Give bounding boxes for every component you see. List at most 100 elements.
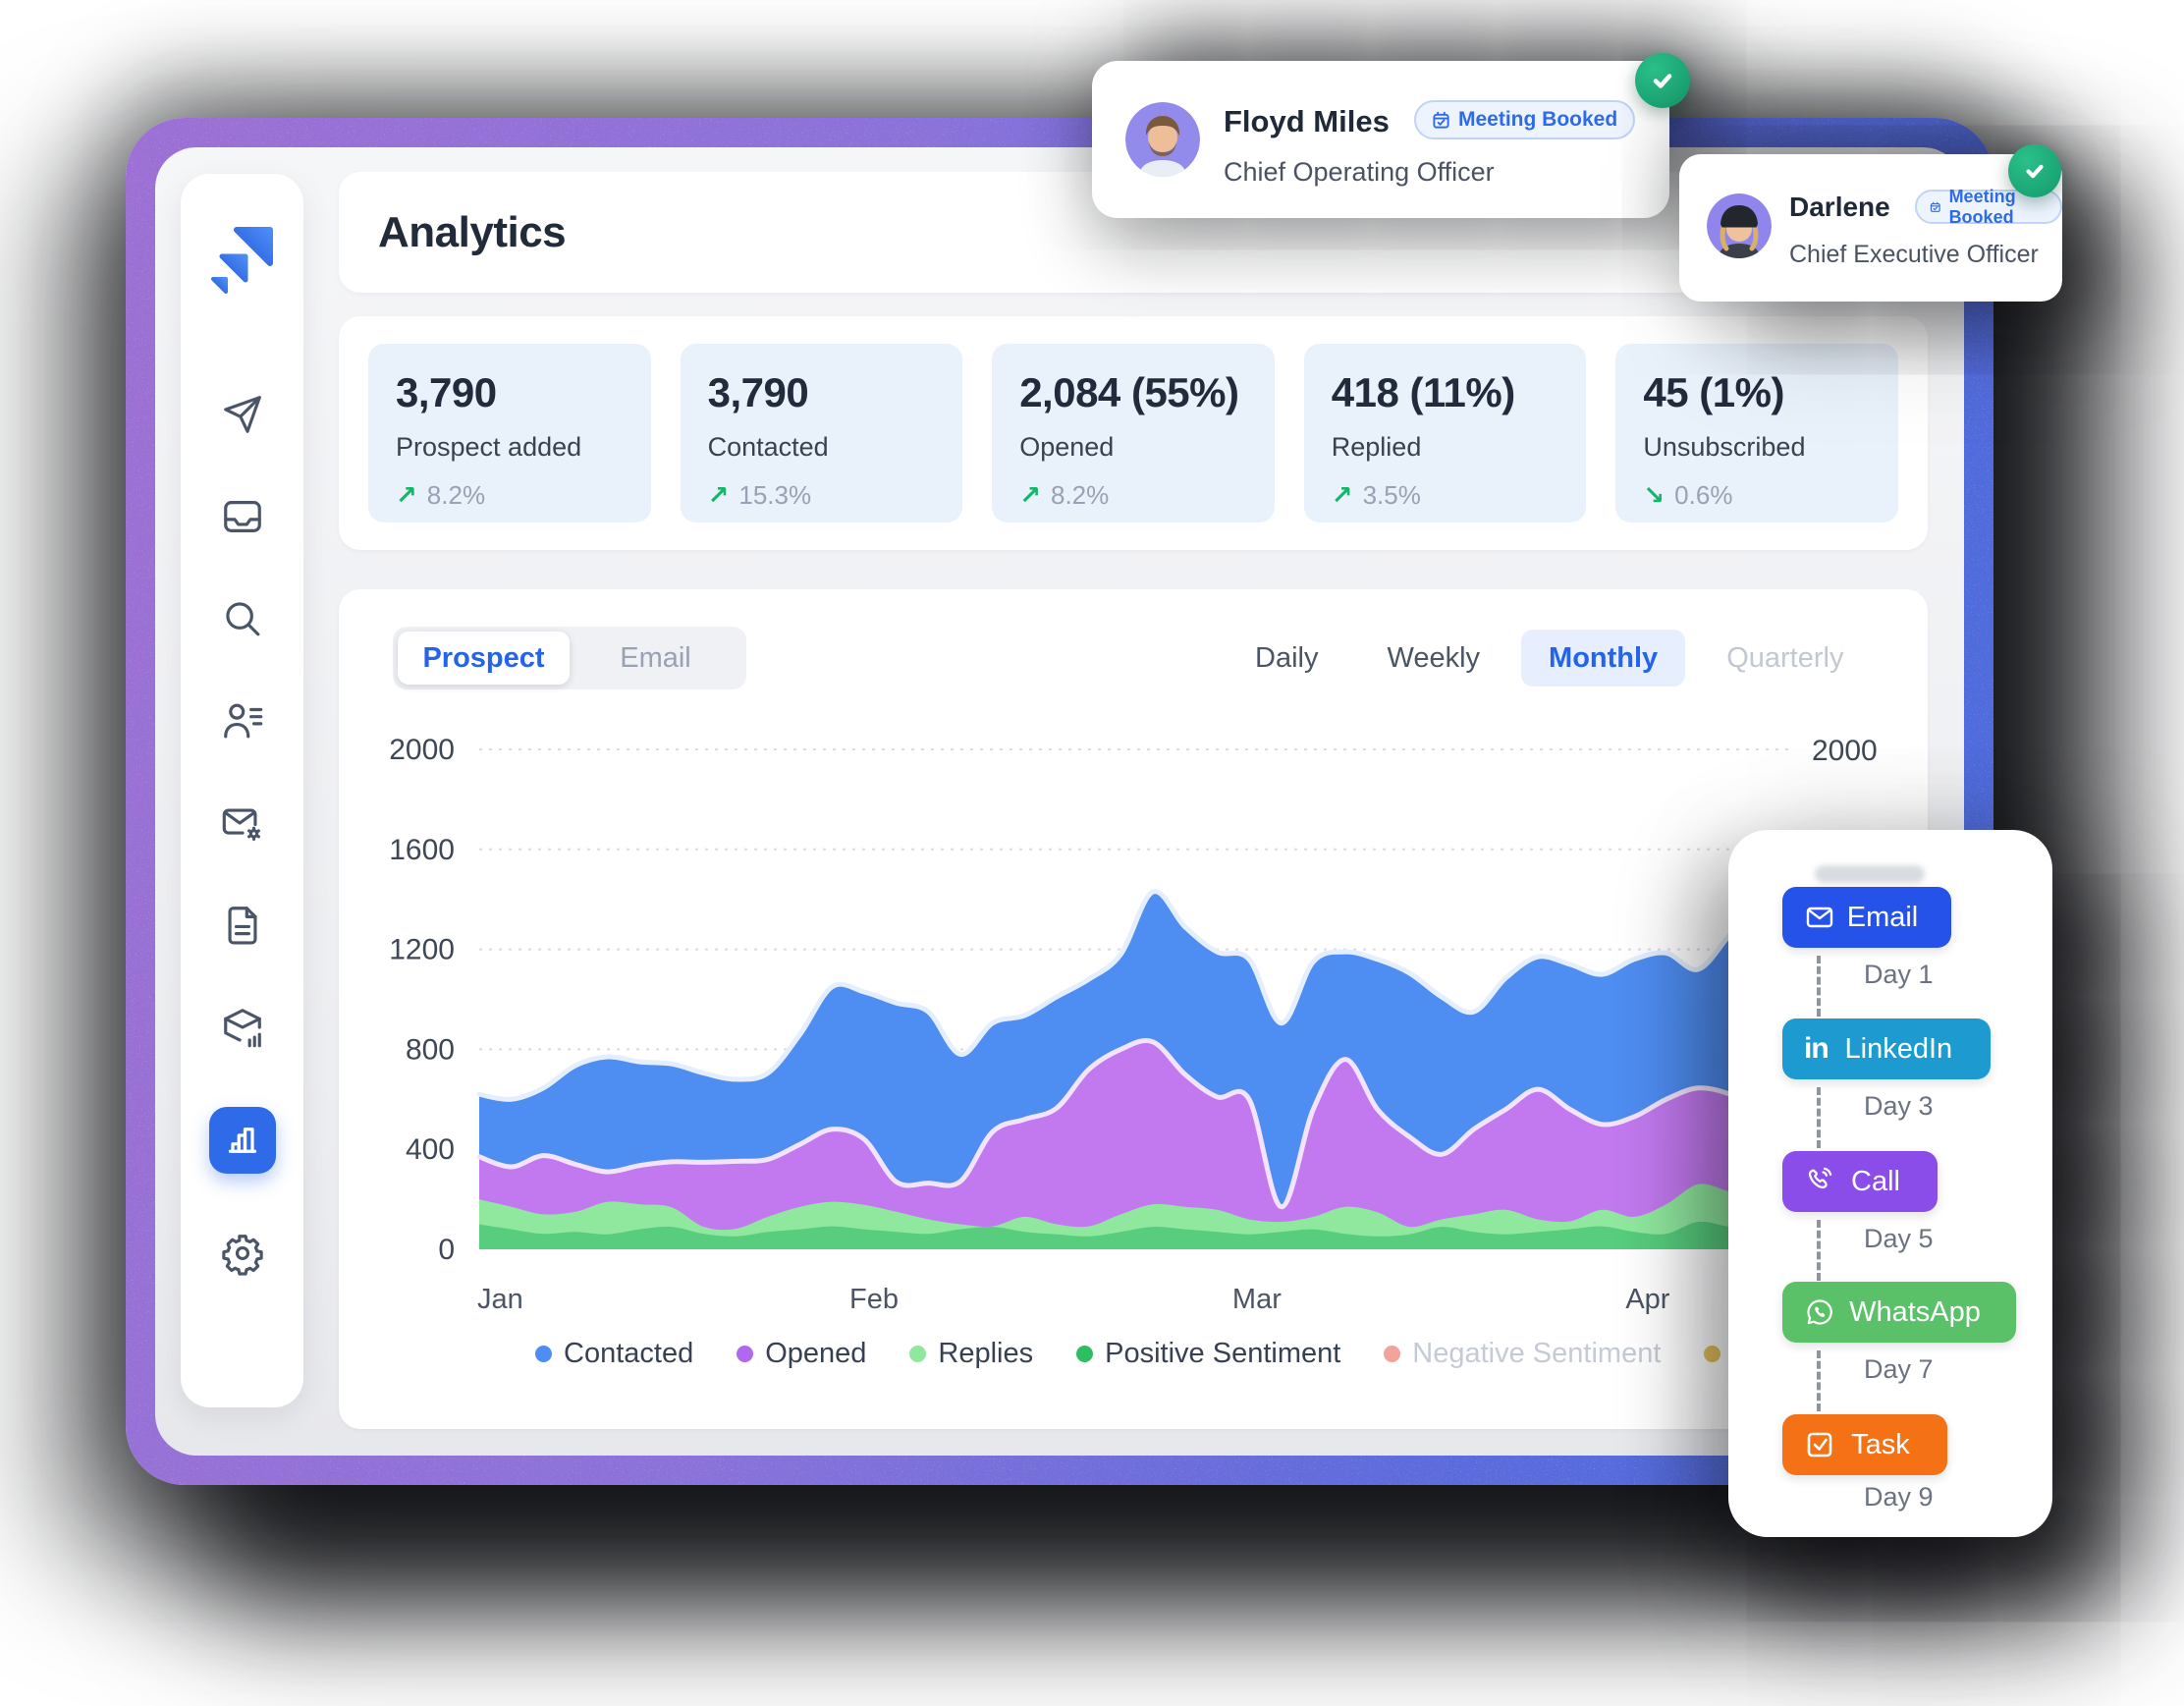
svg-text:400: 400 (406, 1133, 455, 1166)
chart-legend: Contacted Opened Replies Positive Sentim… (535, 1338, 1890, 1370)
document-icon (227, 907, 257, 945)
stat-delta: ↗ 15.3% (707, 480, 812, 511)
notification-card-floyd: Floyd Miles Meeting Booked Chief Operati… (1092, 53, 1690, 218)
step-day-label: Day 7 (1864, 1354, 1934, 1384)
app-logo[interactable] (207, 223, 278, 294)
legend-dot (535, 1346, 552, 1362)
step-call-button[interactable]: Call (1782, 1151, 1938, 1212)
tab-monthly[interactable]: Monthly (1521, 630, 1686, 687)
stat-value: 2,084 (55%) (1019, 369, 1239, 415)
stat-card-prospect-added: 3,790 Prospect added ↗ 8.2% (368, 344, 651, 523)
dataset-tab-switch: Prospect Email (393, 627, 746, 689)
avatar (1125, 102, 1200, 177)
stat-delta: ↗ 8.2% (396, 480, 486, 511)
stat-delta: ↗ 8.2% (1019, 480, 1110, 511)
analytics-chart-card: 0 400 800 1200 1600 2000 2000 Jan Feb Mar Apr Pros… (339, 589, 1928, 1429)
legend-dot (1704, 1346, 1721, 1362)
page-title: Analytics (378, 207, 567, 256)
tab-weekly[interactable]: Weekly (1387, 641, 1481, 674)
sidebar-item-templates[interactable] (220, 903, 265, 948)
legend-item-replies[interactable]: Replies (909, 1338, 1033, 1370)
search-icon (225, 602, 259, 636)
call-icon (1808, 1167, 1832, 1189)
sidebar-item-contacts[interactable] (220, 698, 265, 743)
stat-card-opened: 2,084 (55%) Opened ↗ 8.2% (992, 344, 1275, 523)
svg-text:Jan: Jan (477, 1284, 523, 1315)
contact-role: Chief Operating Officer (1224, 157, 1495, 187)
meeting-booked-badge: Meeting Booked (1414, 100, 1636, 139)
check-icon (1635, 53, 1690, 108)
sidebar-item-deliverability[interactable] (220, 1005, 265, 1050)
step-day-label: Day 1 (1864, 960, 1934, 989)
svg-text:800: 800 (406, 1033, 455, 1066)
sidebar-item-settings[interactable] (220, 1231, 265, 1276)
stat-value: 45 (1%) (1643, 369, 1784, 415)
stat-label: Opened (1019, 432, 1115, 462)
deliverability-icon (223, 1009, 261, 1048)
tab-quarterly[interactable]: Quarterly (1726, 641, 1844, 674)
step-day-label: Day 3 (1864, 1091, 1934, 1121)
trend-up-icon: ↗ (1019, 480, 1041, 511)
stat-card-contacted: 3,790 Contacted ↗ 15.3% (680, 344, 963, 523)
legend-dot (737, 1346, 754, 1362)
contact-name: Floyd Miles (1224, 104, 1390, 138)
calendar-icon (1433, 111, 1449, 129)
step-day-label: Day 5 (1864, 1224, 1934, 1253)
calendar-icon (1930, 201, 1940, 212)
trend-down-icon: ↘ (1643, 480, 1665, 511)
period-tab-switch: Daily Weekly Monthly Quarterly (1228, 627, 1871, 689)
svg-text:0: 0 (438, 1234, 455, 1266)
step-task-button[interactable]: Task (1782, 1414, 1947, 1475)
legend-dot (909, 1346, 927, 1362)
legend-dot (1076, 1346, 1094, 1362)
sequence-card-handle (1815, 865, 1925, 883)
step-connector (1817, 956, 1821, 1017)
inbox-icon (223, 501, 261, 532)
sequence-steps-card: Email Day 1 in LinkedIn Day 3 Call Day 5… (1728, 830, 2052, 1537)
legend-item-positive-sentiment[interactable]: Positive Sentiment (1076, 1338, 1340, 1370)
tab-email[interactable]: Email (620, 641, 691, 674)
svg-text:Feb: Feb (849, 1284, 899, 1315)
area-chart[interactable]: 0 400 800 1200 1600 2000 2000 Jan Feb Mar Apr (339, 589, 1928, 1429)
sidebar-item-analytics-active[interactable] (208, 1107, 276, 1174)
step-connector (1817, 1087, 1821, 1148)
sidebar-item-inbox[interactable] (220, 494, 265, 539)
check-icon (2008, 144, 2061, 197)
mail-settings-icon (222, 808, 260, 841)
step-connector (1817, 1350, 1821, 1411)
send-icon (223, 396, 261, 433)
sidebar (181, 174, 303, 1407)
legend-item-negative-sentiment[interactable]: Negative Sentiment (1384, 1338, 1661, 1370)
sidebar-item-email-settings[interactable] (220, 800, 265, 846)
stat-label: Contacted (707, 432, 829, 462)
stats-row: 3,790 Prospect added ↗ 8.2% 3,790 Contact… (339, 316, 1928, 550)
tab-prospect[interactable]: Prospect (398, 632, 570, 685)
whatsapp-icon (1807, 1299, 1832, 1325)
contact-name: Darlene (1789, 192, 1890, 222)
stat-label: Prospect added (396, 432, 582, 462)
step-email-button[interactable]: Email (1782, 887, 1951, 948)
trend-up-icon: ↗ (1331, 480, 1353, 511)
analytics-icon (228, 1128, 256, 1153)
step-connector (1817, 1220, 1821, 1281)
svg-text:1600: 1600 (389, 834, 455, 866)
step-linkedin-button[interactable]: in LinkedIn (1782, 1018, 1991, 1079)
stat-label: Replied (1331, 432, 1422, 462)
avatar (1707, 193, 1772, 258)
svg-text:Mar: Mar (1232, 1284, 1282, 1315)
contact-role: Chief Executive Officer (1789, 241, 2039, 268)
svg-text:1200: 1200 (389, 934, 455, 966)
task-icon (1807, 1432, 1832, 1458)
contacts-icon (223, 703, 262, 739)
legend-dot (1384, 1346, 1401, 1362)
svg-text:2000: 2000 (1812, 735, 1878, 767)
legend-item-contacted[interactable]: Contacted (535, 1338, 693, 1370)
tab-daily[interactable]: Daily (1255, 641, 1319, 674)
legend-item-opened[interactable]: Opened (737, 1338, 866, 1370)
sidebar-item-search[interactable] (220, 596, 265, 641)
sidebar-item-campaigns[interactable] (220, 392, 265, 437)
step-whatsapp-button[interactable]: WhatsApp (1782, 1282, 2016, 1343)
trend-up-icon: ↗ (707, 480, 730, 511)
stat-value: 3,790 (707, 369, 809, 415)
